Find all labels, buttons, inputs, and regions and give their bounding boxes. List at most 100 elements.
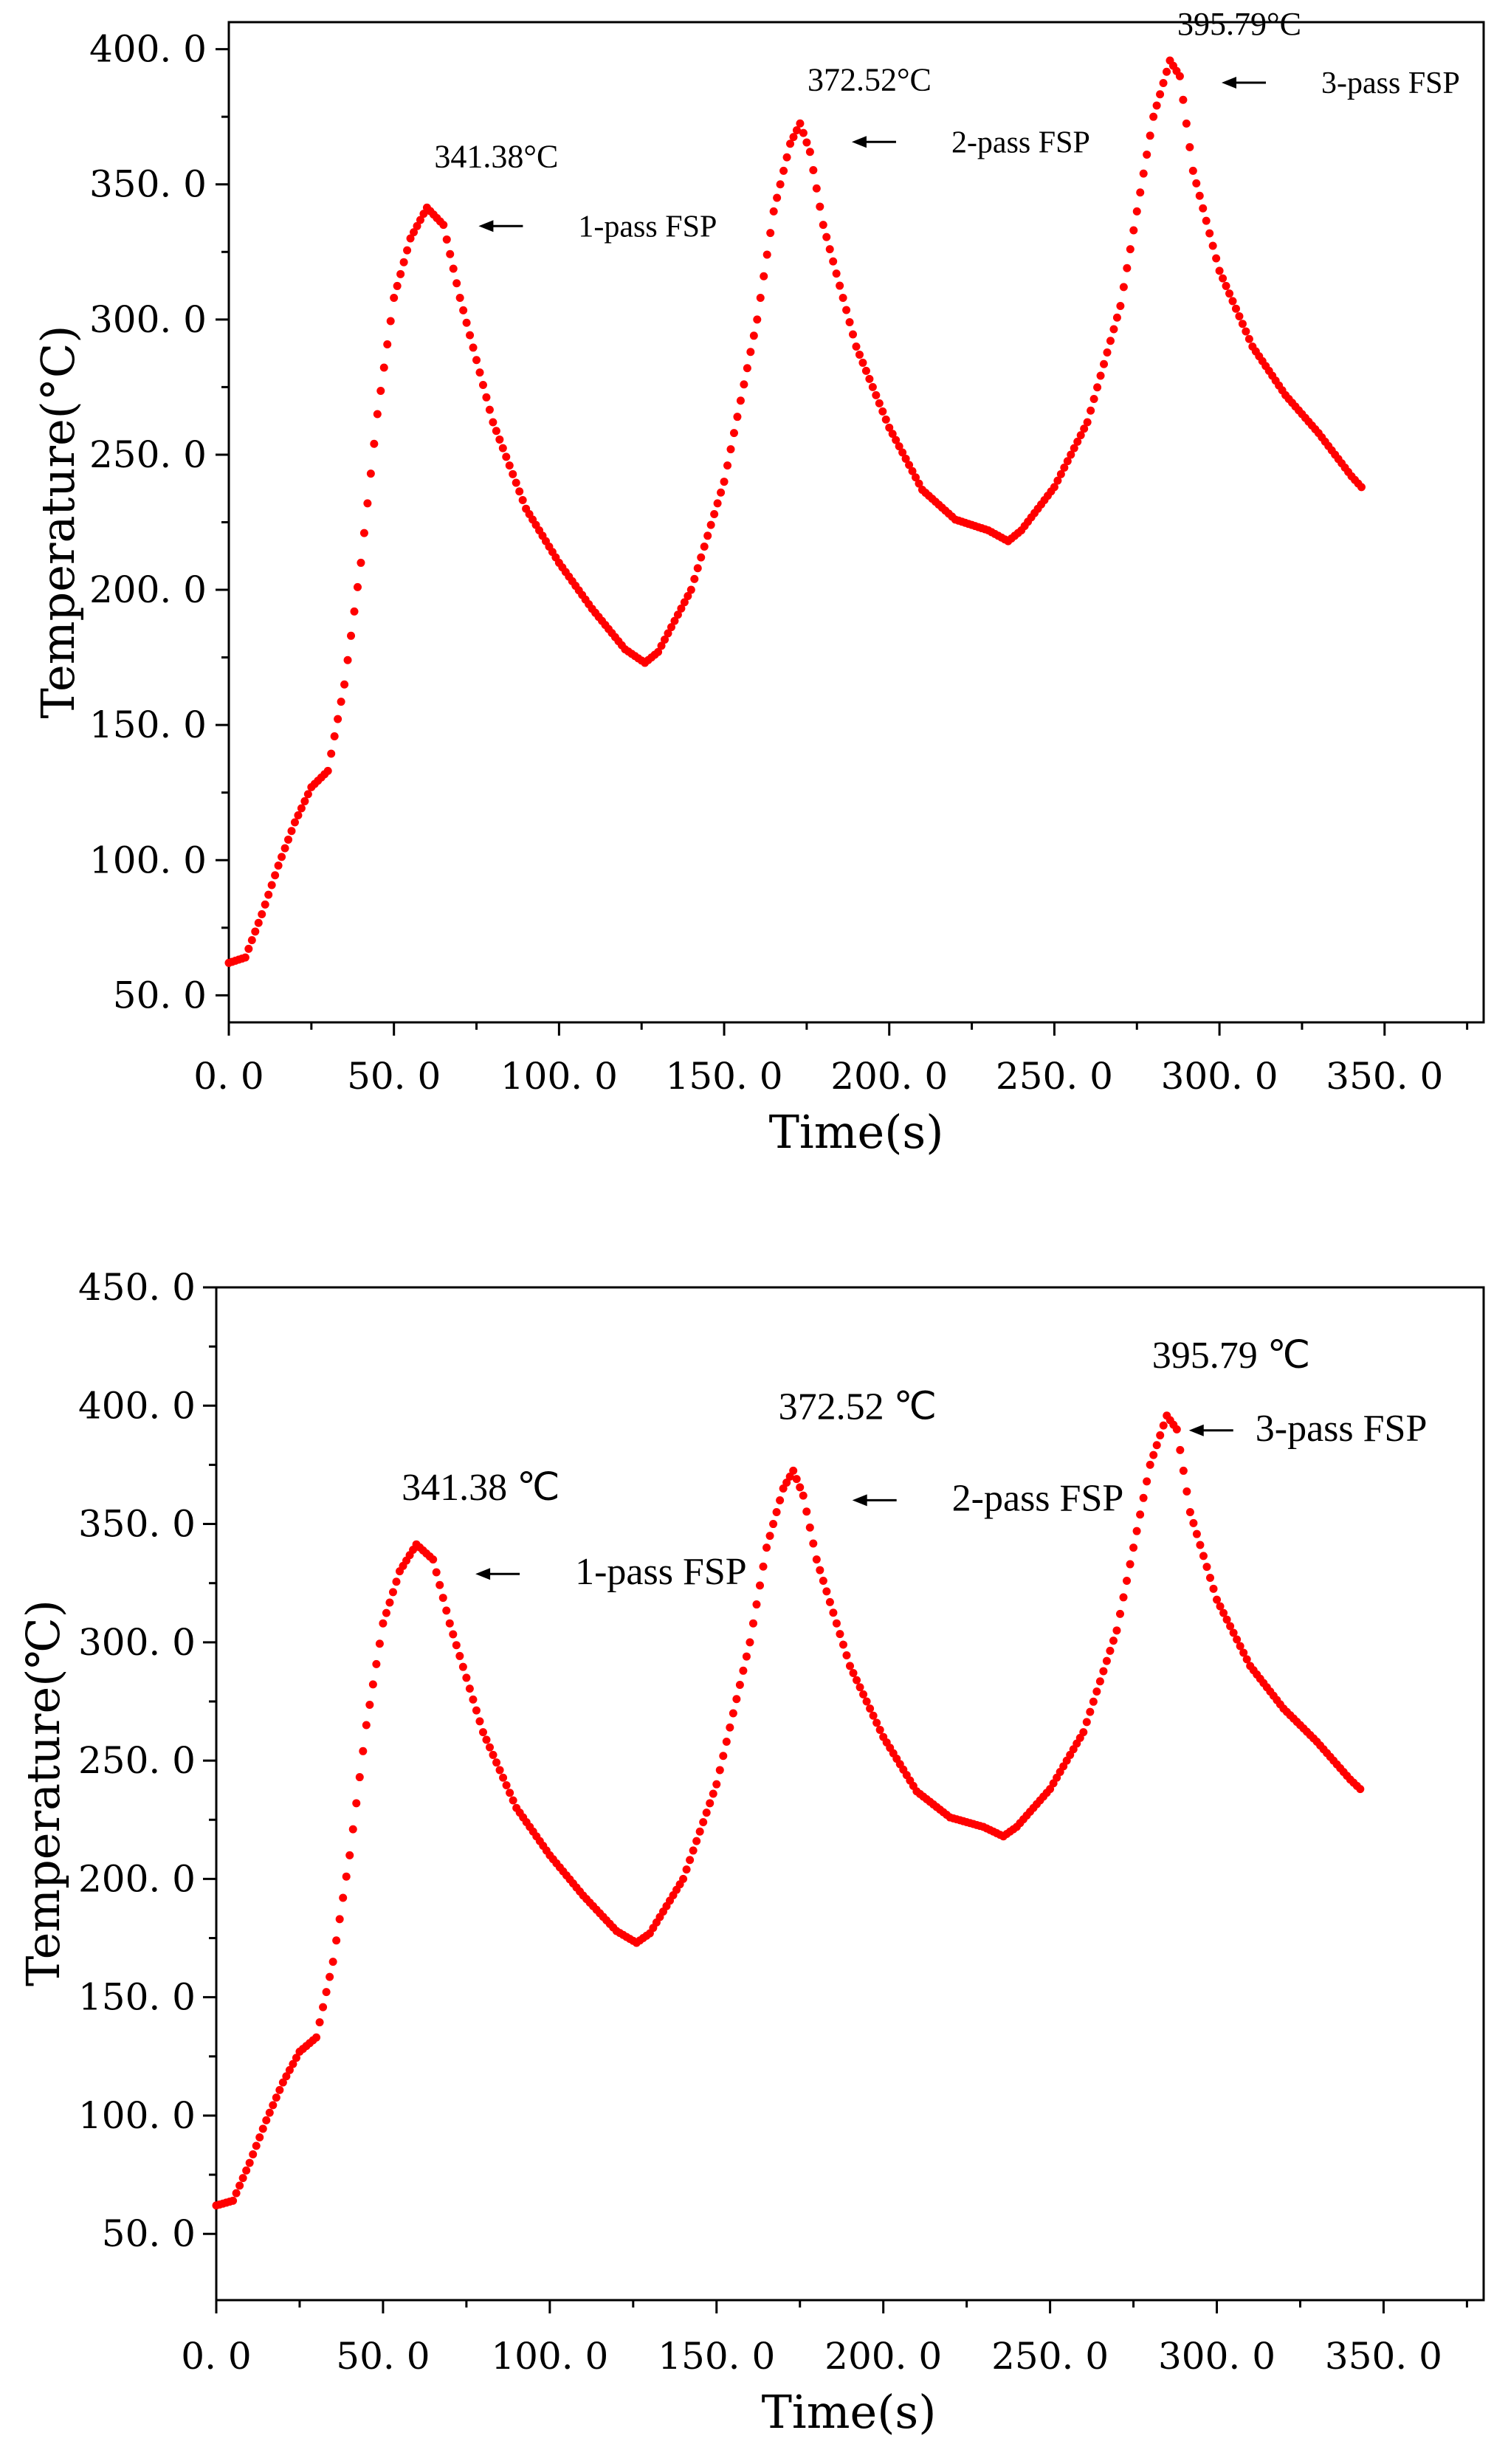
data-point — [822, 233, 831, 241]
data-point — [842, 306, 851, 314]
data-point — [267, 881, 276, 889]
data-point — [1222, 1615, 1231, 1624]
data-point — [792, 125, 801, 134]
data-point — [1056, 469, 1065, 478]
data-point — [435, 1580, 444, 1589]
data-point — [726, 1723, 734, 1732]
x-tick-label: 300. 0 — [1158, 2335, 1275, 2378]
data-point — [284, 835, 293, 844]
data-point — [769, 1520, 778, 1529]
data-point — [419, 210, 428, 218]
data-point — [779, 166, 788, 175]
data-point — [710, 510, 719, 519]
data-point — [445, 1619, 454, 1628]
pass-label: 1-pass FSP — [575, 1551, 747, 1593]
data-point — [832, 269, 841, 278]
data-point — [1123, 264, 1132, 272]
data-point — [1100, 359, 1109, 368]
data-point — [782, 1478, 791, 1487]
data-point — [280, 844, 289, 853]
data-point — [282, 2072, 291, 2081]
data-point — [915, 479, 923, 488]
data-point — [1219, 1608, 1228, 1617]
data-point — [495, 435, 504, 444]
data-point — [657, 641, 666, 650]
data-point — [1086, 1707, 1095, 1716]
y-tick-label: 350. 0 — [89, 163, 207, 206]
y-tick-label: 250. 0 — [89, 433, 207, 476]
data-point — [1136, 1510, 1145, 1519]
data-point — [869, 1711, 878, 1720]
data-point — [1192, 1529, 1201, 1538]
data-point — [469, 1695, 478, 1704]
data-point — [390, 294, 399, 303]
data-point — [1080, 424, 1089, 433]
data-point — [689, 1846, 698, 1855]
data-point — [733, 413, 742, 421]
data-point — [1159, 1421, 1168, 1430]
data-point — [245, 2158, 254, 2167]
data-point — [1236, 1642, 1244, 1651]
data-point — [1087, 406, 1095, 415]
data-point — [796, 1483, 805, 1492]
data-point — [249, 2150, 258, 2159]
data-point — [832, 1619, 841, 1628]
data-point — [255, 2133, 264, 2141]
data-point — [489, 1750, 497, 1759]
data-point — [829, 1608, 838, 1617]
peak-label: 341.38 ℃ — [402, 1467, 560, 1509]
data-point — [462, 318, 471, 327]
data-point — [743, 364, 751, 373]
data-point — [720, 478, 729, 486]
data-point — [786, 140, 795, 148]
data-point — [1152, 101, 1161, 110]
y-tick-label: 150. 0 — [78, 1976, 196, 2019]
data-point — [1163, 67, 1171, 76]
data-point — [735, 1681, 744, 1690]
data-point — [664, 629, 672, 638]
data-point — [478, 1728, 487, 1737]
data-point — [241, 953, 249, 962]
data-point — [1228, 297, 1237, 306]
data-point — [251, 927, 260, 936]
data-point — [773, 193, 782, 202]
data-point — [334, 715, 342, 723]
data-point — [1205, 1573, 1214, 1582]
data-point — [1192, 179, 1201, 187]
arrow-head — [851, 136, 867, 148]
data-point — [865, 374, 874, 383]
data-point — [502, 1780, 511, 1789]
data-point — [475, 1717, 484, 1726]
data-point — [506, 1789, 514, 1797]
data-point — [1215, 266, 1224, 275]
data-point — [692, 1837, 701, 1845]
y-tick-label: 400. 0 — [89, 28, 207, 71]
data-point — [680, 598, 689, 607]
data-point — [342, 1872, 351, 1881]
data-point — [1060, 464, 1069, 472]
data-point — [697, 553, 706, 562]
data-point — [449, 1630, 458, 1639]
data-point — [736, 396, 745, 405]
data-point — [229, 2196, 238, 2205]
data-point — [1212, 254, 1221, 263]
x-axis-title: Time(s) — [769, 1105, 944, 1159]
data-point — [359, 1747, 368, 1755]
data-point — [1067, 450, 1075, 459]
data-point — [772, 1508, 781, 1517]
data-point — [343, 655, 352, 664]
data-point — [416, 216, 424, 224]
data-point — [323, 766, 332, 775]
data-point — [836, 281, 844, 290]
data-point — [1109, 1637, 1118, 1645]
data-point — [1092, 1687, 1101, 1696]
data-point — [327, 749, 336, 758]
data-point — [285, 2065, 294, 2074]
data-point — [274, 861, 283, 870]
data-point — [742, 1652, 751, 1661]
data-point — [693, 564, 702, 573]
x-tick-label: 0. 0 — [193, 1055, 264, 1098]
data-point — [1213, 1595, 1222, 1604]
x-tick-label: 150. 0 — [658, 2335, 775, 2378]
data-point — [706, 1799, 715, 1808]
